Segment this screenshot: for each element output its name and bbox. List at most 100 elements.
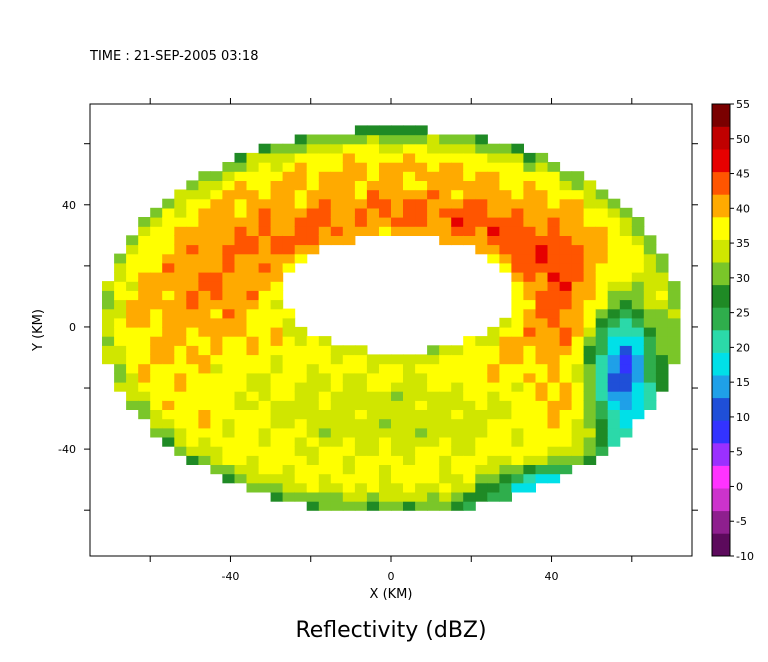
reflectivity-cell bbox=[415, 482, 428, 493]
reflectivity-cell bbox=[595, 317, 609, 328]
reflectivity-cell bbox=[655, 272, 669, 282]
reflectivity-cell bbox=[198, 290, 211, 301]
reflectivity-cell bbox=[571, 290, 585, 301]
reflectivity-cell bbox=[655, 317, 669, 328]
reflectivity-cell bbox=[270, 253, 284, 264]
reflectivity-cell bbox=[619, 235, 633, 246]
reflectivity-cell bbox=[655, 354, 669, 365]
reflectivity-cell bbox=[162, 391, 175, 401]
reflectivity-cell bbox=[463, 381, 476, 392]
reflectivity-cell bbox=[246, 217, 260, 227]
reflectivity-cell bbox=[619, 272, 633, 282]
reflectivity-cell bbox=[439, 363, 452, 374]
reflectivity-cell bbox=[379, 134, 392, 145]
reflectivity-cell bbox=[403, 363, 416, 374]
reflectivity-cell bbox=[499, 235, 512, 246]
reflectivity-cell bbox=[595, 207, 609, 218]
reflectivity-cell bbox=[294, 180, 308, 191]
reflectivity-cell bbox=[523, 336, 536, 346]
reflectivity-cell bbox=[535, 473, 549, 484]
reflectivity-cell bbox=[451, 381, 464, 392]
reflectivity-cell bbox=[475, 491, 488, 502]
reflectivity-cell bbox=[415, 491, 428, 502]
reflectivity-cell bbox=[427, 372, 440, 383]
reflectivity-cell bbox=[342, 235, 356, 246]
reflectivity-cell bbox=[234, 299, 248, 310]
reflectivity-cell bbox=[511, 207, 524, 218]
reflectivity-cell bbox=[282, 143, 296, 154]
reflectivity-cell bbox=[198, 446, 211, 456]
reflectivity-cell bbox=[547, 446, 561, 456]
reflectivity-cell bbox=[258, 455, 272, 465]
reflectivity-cell bbox=[475, 171, 488, 181]
reflectivity-cell bbox=[150, 226, 163, 236]
reflectivity-cell bbox=[499, 372, 512, 383]
reflectivity-cell bbox=[607, 207, 621, 218]
reflectivity-cell bbox=[234, 189, 248, 200]
reflectivity-cell bbox=[451, 391, 464, 401]
reflectivity-cell bbox=[354, 125, 368, 136]
reflectivity-cell bbox=[379, 207, 392, 218]
reflectivity-cell bbox=[451, 400, 464, 410]
reflectivity-cell bbox=[463, 226, 476, 236]
reflectivity-cell bbox=[523, 391, 536, 401]
reflectivity-cell bbox=[102, 281, 115, 291]
reflectivity-cell bbox=[427, 171, 440, 181]
reflectivity-cell bbox=[559, 226, 573, 236]
reflectivity-cell bbox=[571, 189, 585, 200]
reflectivity-cell bbox=[547, 235, 561, 246]
reflectivity-cell bbox=[342, 198, 356, 209]
reflectivity-cell bbox=[559, 381, 573, 392]
reflectivity-cell bbox=[210, 217, 223, 227]
reflectivity-cell bbox=[162, 299, 175, 310]
reflectivity-cell bbox=[595, 262, 609, 273]
reflectivity-cell bbox=[186, 409, 199, 420]
reflectivity-cell bbox=[126, 345, 139, 356]
reflectivity-cell bbox=[607, 363, 621, 374]
reflectivity-cell bbox=[511, 226, 524, 236]
reflectivity-cell bbox=[246, 391, 260, 401]
reflectivity-cell bbox=[282, 464, 296, 475]
reflectivity-cell bbox=[511, 400, 524, 410]
reflectivity-cell bbox=[366, 464, 380, 475]
reflectivity-cell bbox=[234, 363, 248, 374]
reflectivity-cell bbox=[174, 198, 187, 209]
plot-area: -40 0 40 -40 0 40 bbox=[58, 98, 698, 583]
colorbar-swatch bbox=[712, 443, 730, 466]
reflectivity-cell bbox=[354, 381, 368, 392]
reflectivity-cell bbox=[342, 409, 356, 420]
reflectivity-cell bbox=[523, 152, 536, 163]
reflectivity-cell bbox=[222, 427, 235, 438]
reflectivity-cell bbox=[451, 189, 464, 200]
reflectivity-cell bbox=[138, 345, 151, 356]
reflectivity-cell bbox=[559, 363, 573, 374]
reflectivity-cell bbox=[535, 418, 549, 429]
reflectivity-cell bbox=[511, 345, 524, 356]
reflectivity-cell bbox=[403, 427, 416, 438]
reflectivity-cell bbox=[523, 455, 536, 465]
reflectivity-cell bbox=[210, 345, 223, 356]
reflectivity-cell bbox=[499, 180, 512, 191]
reflectivity-cell bbox=[270, 418, 284, 429]
reflectivity-cell bbox=[330, 391, 344, 401]
reflectivity-cell bbox=[246, 345, 260, 356]
reflectivity-cell bbox=[318, 446, 332, 456]
reflectivity-cell bbox=[354, 171, 368, 181]
reflectivity-cell bbox=[186, 253, 199, 264]
reflectivity-cell bbox=[487, 464, 500, 475]
reflectivity-cell bbox=[403, 207, 416, 218]
reflectivity-cell bbox=[270, 217, 284, 227]
colorbar-label: 55 bbox=[736, 98, 750, 111]
reflectivity-cell bbox=[126, 308, 139, 319]
reflectivity-cell bbox=[451, 152, 464, 163]
reflectivity-cell bbox=[643, 317, 657, 328]
reflectivity-cell bbox=[499, 464, 512, 475]
reflectivity-cell bbox=[258, 217, 272, 227]
colorbar-label: 30 bbox=[736, 272, 750, 285]
reflectivity-cell bbox=[643, 372, 657, 383]
reflectivity-cell bbox=[511, 198, 524, 209]
reflectivity-cell bbox=[559, 345, 573, 356]
reflectivity-cell bbox=[559, 299, 573, 310]
reflectivity-cell bbox=[234, 198, 248, 209]
reflectivity-cell bbox=[559, 189, 573, 200]
